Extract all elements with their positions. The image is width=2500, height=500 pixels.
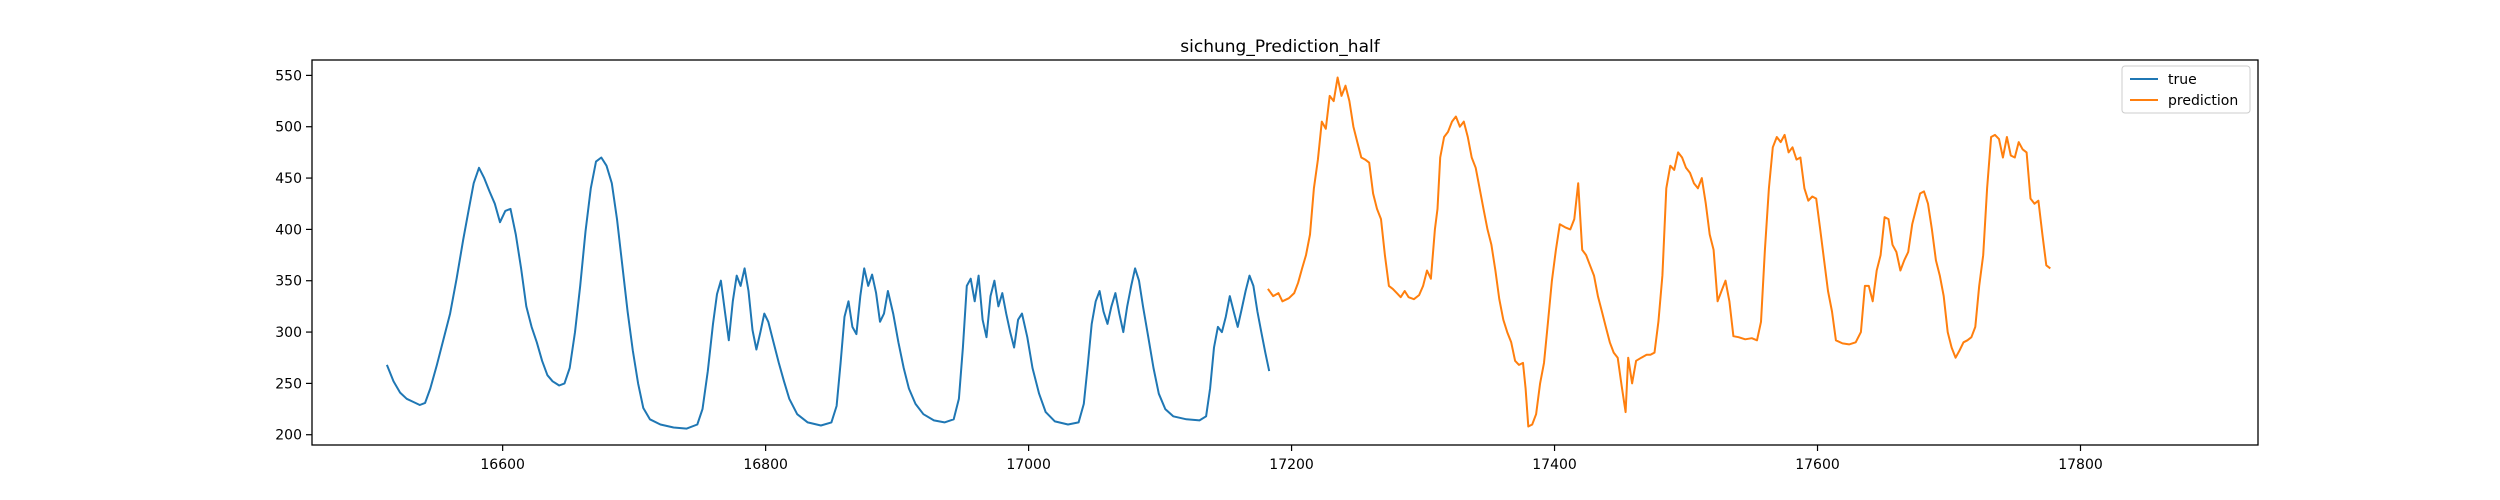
y-tick-label: 350 (275, 274, 302, 290)
x-tick-label: 16600 (480, 457, 525, 473)
x-tick-label: 17800 (2058, 457, 2103, 473)
x-tick-label: 17600 (1795, 457, 1840, 473)
x-tick-label: 17000 (1006, 457, 1051, 473)
plot-area (311, 59, 2259, 446)
y-tick-label: 450 (275, 171, 302, 187)
y-tick-label: 550 (275, 68, 302, 84)
legend-label-true: true (2168, 72, 2197, 88)
y-axis: 200 250 300 350 400 450 500 550 (275, 68, 312, 444)
y-tick-label: 400 (275, 222, 302, 238)
x-axis: 16600 16800 17000 17200 17400 17600 17800 (480, 445, 2103, 473)
x-tick-label: 17400 (1532, 457, 1577, 473)
y-tick-label: 300 (275, 325, 302, 341)
y-tick-label: 500 (275, 120, 302, 136)
y-tick-label: 200 (275, 428, 302, 444)
x-tick-label: 17200 (1269, 457, 1314, 473)
series-line-prediction (1267, 76, 2051, 428)
legend: true prediction (2121, 65, 2251, 114)
series-layer (385, 76, 2051, 430)
x-tick-label: 16800 (743, 457, 788, 473)
legend-box (2121, 65, 2251, 114)
y-tick-label: 250 (275, 376, 302, 392)
legend-label-prediction: prediction (2168, 93, 2238, 109)
series-line-true (385, 156, 1271, 430)
chart-title: sichung_Prediction_half (1180, 37, 1380, 57)
